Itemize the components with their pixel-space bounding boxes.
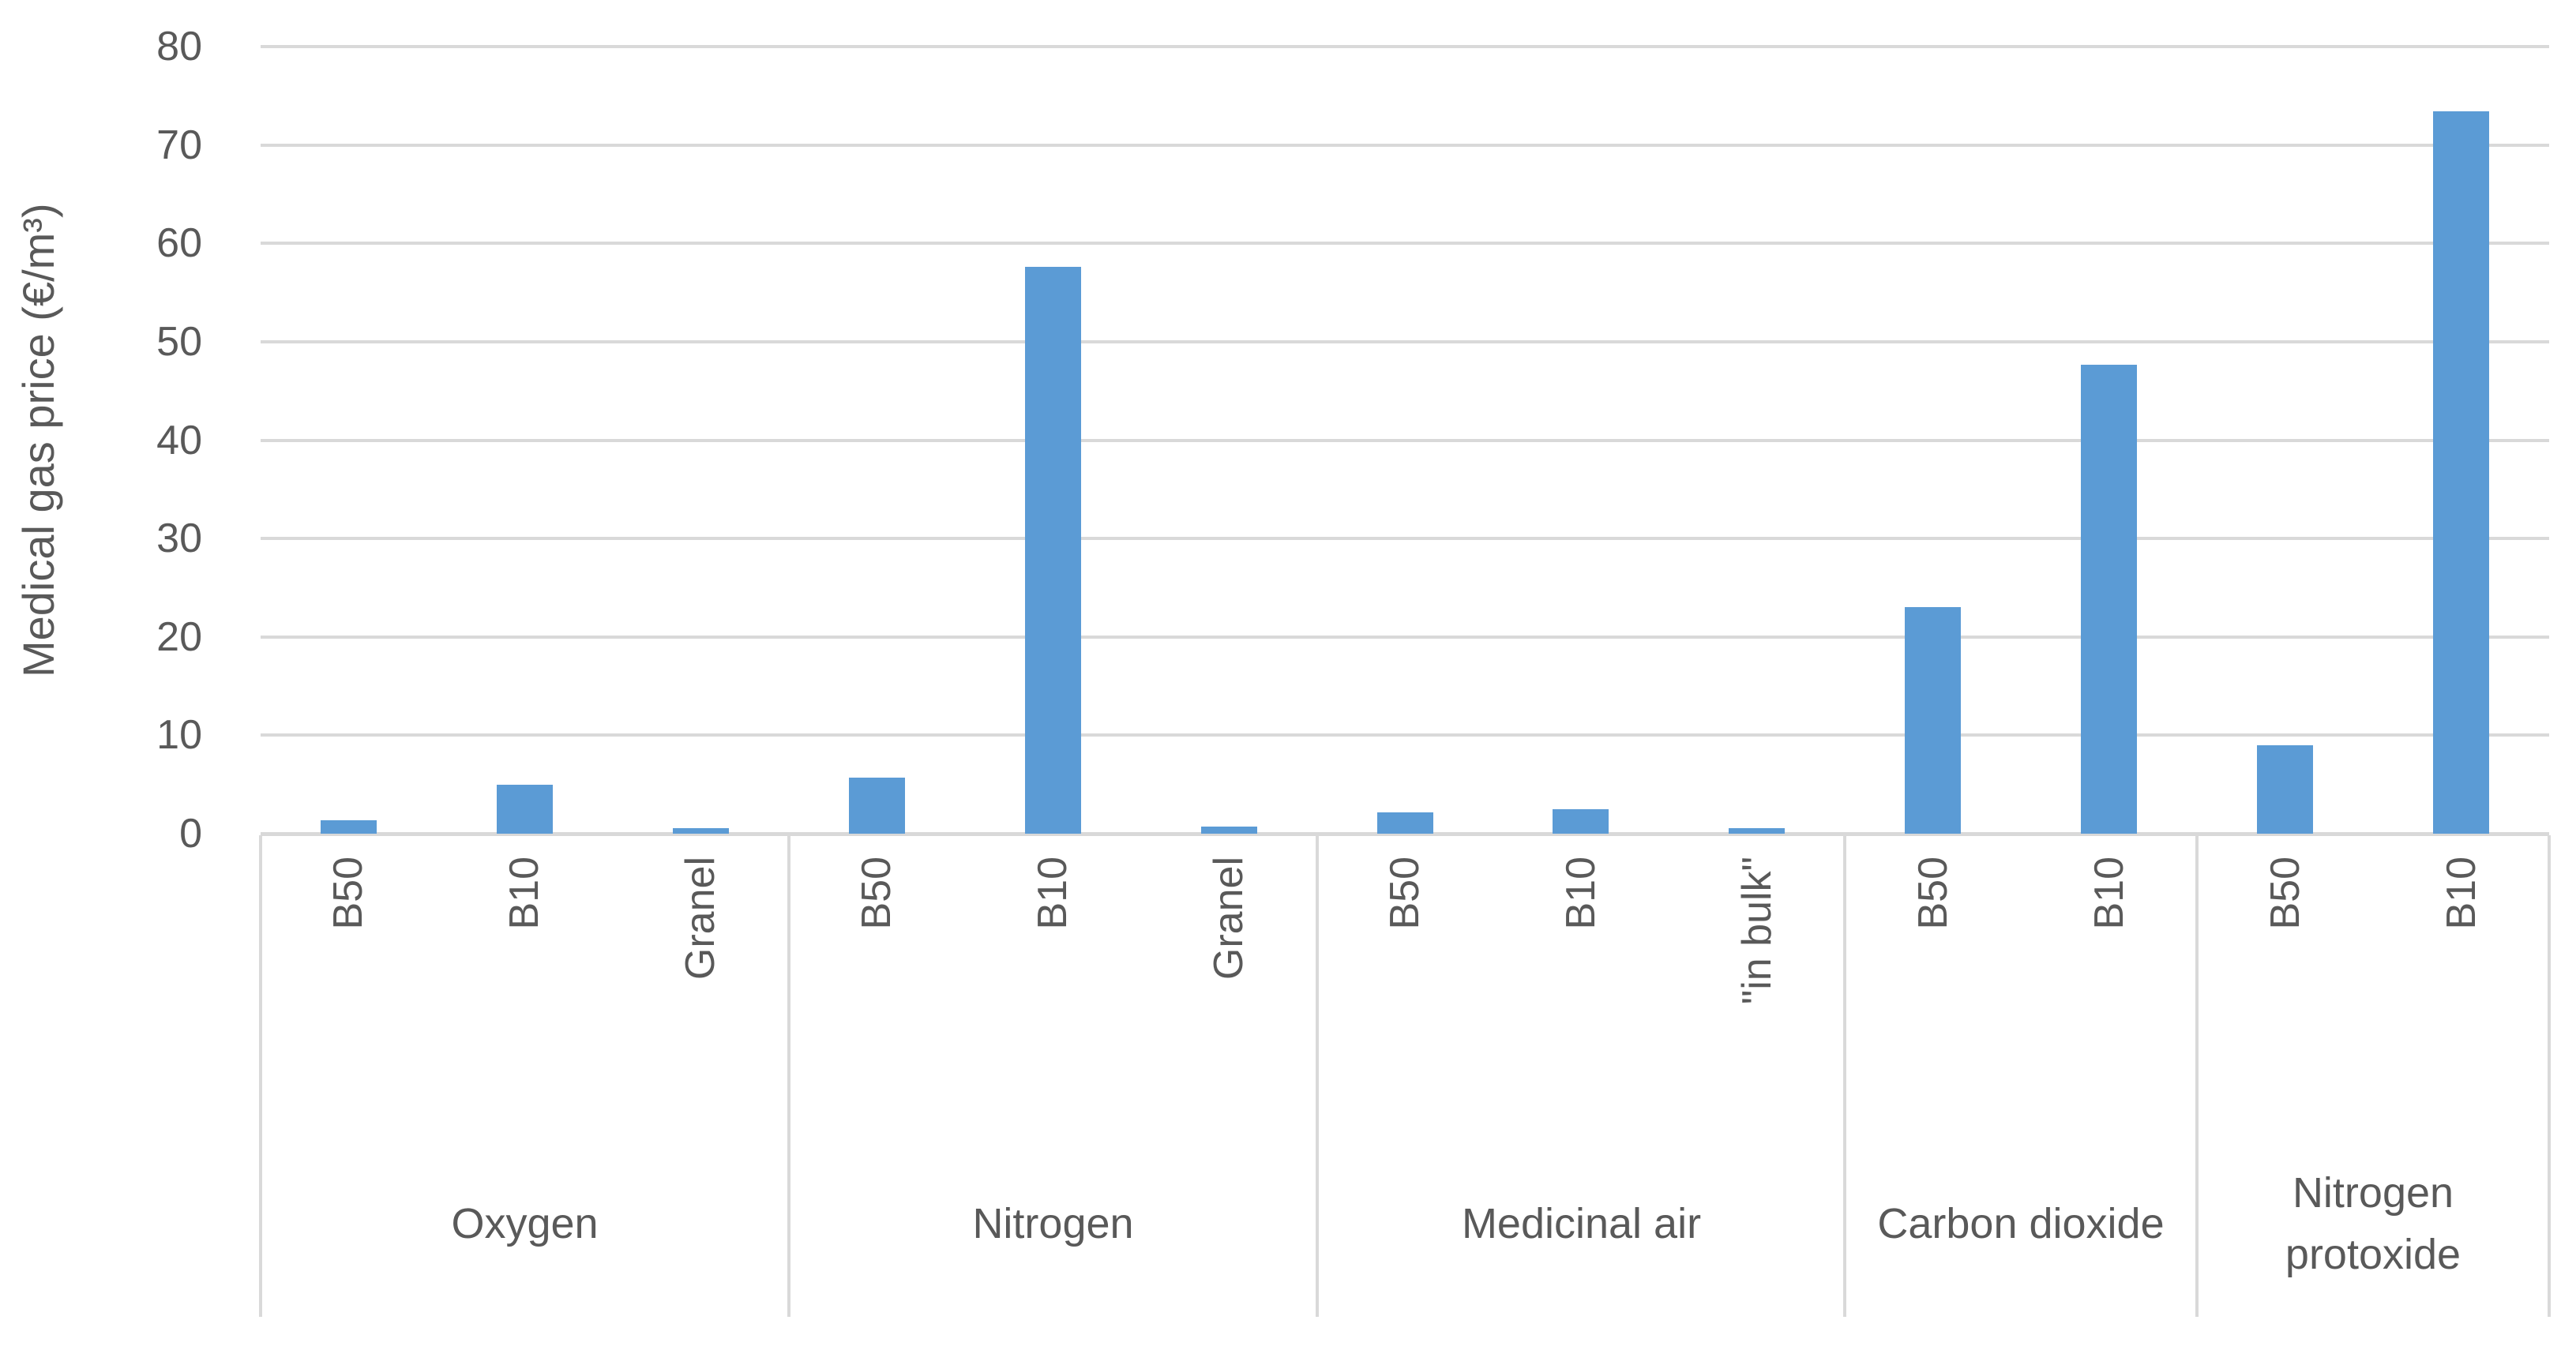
category-group: Carbon dioxide [1845, 1109, 2197, 1338]
group-divider [2548, 835, 2551, 1317]
bar [497, 785, 553, 834]
bar [2433, 111, 2489, 834]
bar [1377, 812, 1433, 834]
category-group: Nitrogen [789, 1109, 1317, 1338]
category-group: Medicinal air [1317, 1109, 1846, 1338]
y-axis-tick-label: 0 [179, 811, 202, 857]
bar [1553, 809, 1609, 834]
gridline [261, 733, 2549, 737]
bar-label: Granel [678, 857, 723, 981]
bar-label: B50 [1910, 857, 1956, 930]
bar [1025, 267, 1081, 834]
group-divider [1843, 835, 1846, 1317]
bar-label: B10 [2086, 857, 2132, 930]
group-label: Nitrogen [972, 1199, 1134, 1247]
bar-label: B50 [854, 857, 899, 930]
gridline [261, 537, 2549, 541]
axis-baseline [261, 832, 2549, 836]
bar [2257, 745, 2313, 834]
bar-label: B50 [1382, 857, 1428, 930]
bar [1201, 827, 1257, 834]
category-group: Nitrogen protoxide [2197, 1109, 2549, 1338]
bar [673, 828, 729, 834]
bar [1905, 607, 1961, 834]
y-axis-tick-label: 30 [156, 516, 202, 562]
y-axis-tick-label: 50 [156, 318, 202, 365]
bar [1729, 828, 1785, 834]
gridline [261, 45, 2549, 48]
group-label: Nitrogen protoxide [2285, 1168, 2461, 1278]
bar-label: B50 [325, 857, 371, 930]
gridline [261, 339, 2549, 343]
bar-label: B10 [2439, 857, 2484, 930]
group-label: Carbon dioxide [1877, 1199, 2165, 1247]
y-axis-tick-label: 80 [156, 24, 202, 69]
y-axis-tick-label: 70 [156, 122, 202, 168]
bar [849, 778, 905, 834]
y-axis-tick-label: 60 [156, 220, 202, 267]
gridline [261, 438, 2549, 442]
bar-label: "in bulk" [1734, 857, 1780, 1005]
group-divider [1316, 835, 1319, 1317]
bar-label: Granel [1206, 857, 1252, 981]
y-axis-tick-label: 40 [156, 417, 202, 463]
gridline [261, 242, 2549, 246]
bar-label: B50 [2262, 857, 2308, 930]
y-axis-tick-label: 10 [156, 712, 202, 759]
gridline [261, 635, 2549, 639]
gridline [261, 143, 2549, 147]
bar-label: B10 [1558, 857, 1604, 930]
group-divider [787, 835, 790, 1317]
group-divider [2195, 835, 2199, 1317]
bar [2081, 365, 2137, 834]
group-label: Medicinal air [1461, 1199, 1702, 1247]
bar-label: B10 [1030, 857, 1076, 930]
bar-label: B10 [501, 857, 547, 930]
group-divider [259, 835, 262, 1317]
category-group: Oxygen [261, 1109, 789, 1338]
bar [321, 820, 377, 834]
y-axis-tick-label: 20 [156, 613, 202, 660]
group-label: Oxygen [451, 1199, 599, 1247]
